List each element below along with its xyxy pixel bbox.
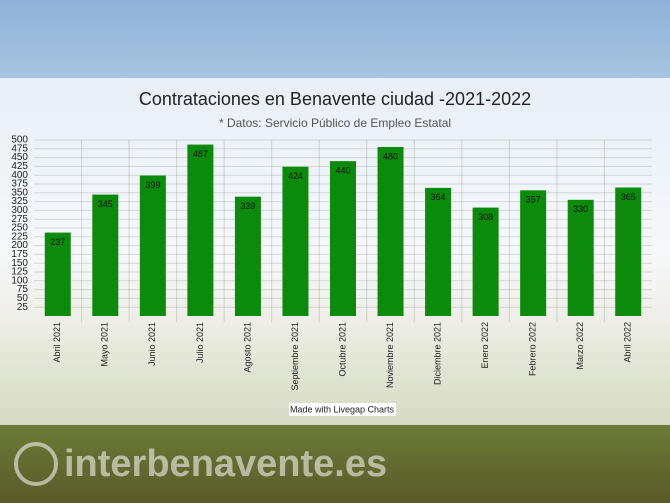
x-tick-label: Diciembre 2021	[432, 322, 442, 385]
data-label: 339	[240, 201, 255, 211]
data-label: 357	[526, 195, 541, 205]
x-tick-label: Junio 2021	[147, 322, 157, 366]
y-tick-label: 375	[11, 179, 28, 190]
x-tick-label: Febrero 2022	[528, 322, 538, 376]
bar	[139, 175, 166, 316]
data-label: 308	[478, 212, 493, 222]
y-tick-label: 175	[11, 249, 28, 260]
y-tick-label: 150	[11, 258, 28, 269]
watermark-logo	[14, 442, 58, 486]
y-tick-label: 125	[11, 267, 28, 278]
y-tick-label: 325	[11, 196, 28, 207]
y-tick-label: 400	[11, 170, 28, 181]
y-tick-label: 450	[11, 152, 28, 163]
x-tick-label: Octubre 2021	[337, 322, 347, 377]
data-label: 399	[145, 180, 160, 190]
credit: Made with Livegap Charts	[290, 404, 395, 414]
bar	[615, 187, 642, 316]
y-tick-label: 250	[11, 223, 28, 234]
data-label: 345	[98, 199, 113, 209]
y-tick-label: 225	[11, 231, 28, 242]
y-tick-label: 350	[11, 187, 28, 198]
data-label: 237	[50, 237, 65, 247]
data-label: 440	[335, 165, 350, 175]
bar	[44, 232, 71, 316]
bar	[92, 194, 119, 316]
credit-box	[289, 403, 396, 416]
y-tick-label: 200	[11, 240, 28, 251]
y-tick-label: 275	[11, 214, 28, 225]
x-tick-label: Mayo 2021	[100, 322, 110, 367]
bar	[567, 199, 594, 316]
bar	[520, 190, 547, 316]
data-label: 330	[573, 204, 588, 214]
bar	[234, 196, 261, 316]
x-tick-label: Marzo 2022	[575, 322, 585, 370]
y-tick-label: 425	[11, 161, 28, 172]
y-tick-label: 500	[11, 135, 28, 146]
bar	[330, 161, 356, 316]
watermark: interbenavente.es	[64, 443, 387, 485]
data-label: 424	[288, 171, 303, 181]
y-tick-label: 75	[17, 284, 29, 295]
y-tick-label: 50	[17, 293, 29, 304]
data-label: 480	[383, 151, 398, 161]
x-tick-label: Julio 2021	[195, 322, 205, 363]
bar	[425, 187, 452, 316]
data-label: 364	[431, 192, 446, 202]
x-tick-label: Noviembre 2021	[385, 322, 395, 388]
x-tick-label: Enero 2022	[480, 322, 490, 369]
data-label: 365	[621, 192, 636, 202]
bar	[187, 144, 214, 316]
y-tick-label: 475	[11, 143, 28, 154]
x-tick-label: Abril 2021	[52, 322, 62, 363]
y-tick-label: 100	[11, 275, 28, 286]
y-tick-label: 25	[17, 302, 29, 313]
x-tick-label: Septiembre 2021	[290, 322, 300, 391]
x-tick-label: Agosto 2021	[242, 322, 252, 373]
data-label: 487	[193, 149, 208, 159]
bar	[472, 207, 499, 316]
chart-subtitle: * Datos: Servicio Público de Empleo Esta…	[219, 116, 451, 130]
chart-title: Contrataciones en Benavente ciudad -2021…	[139, 89, 531, 109]
bar	[282, 166, 309, 316]
y-tick-label: 300	[11, 205, 28, 216]
x-tick-label: Abril 2022	[623, 322, 633, 363]
bar	[377, 147, 404, 316]
